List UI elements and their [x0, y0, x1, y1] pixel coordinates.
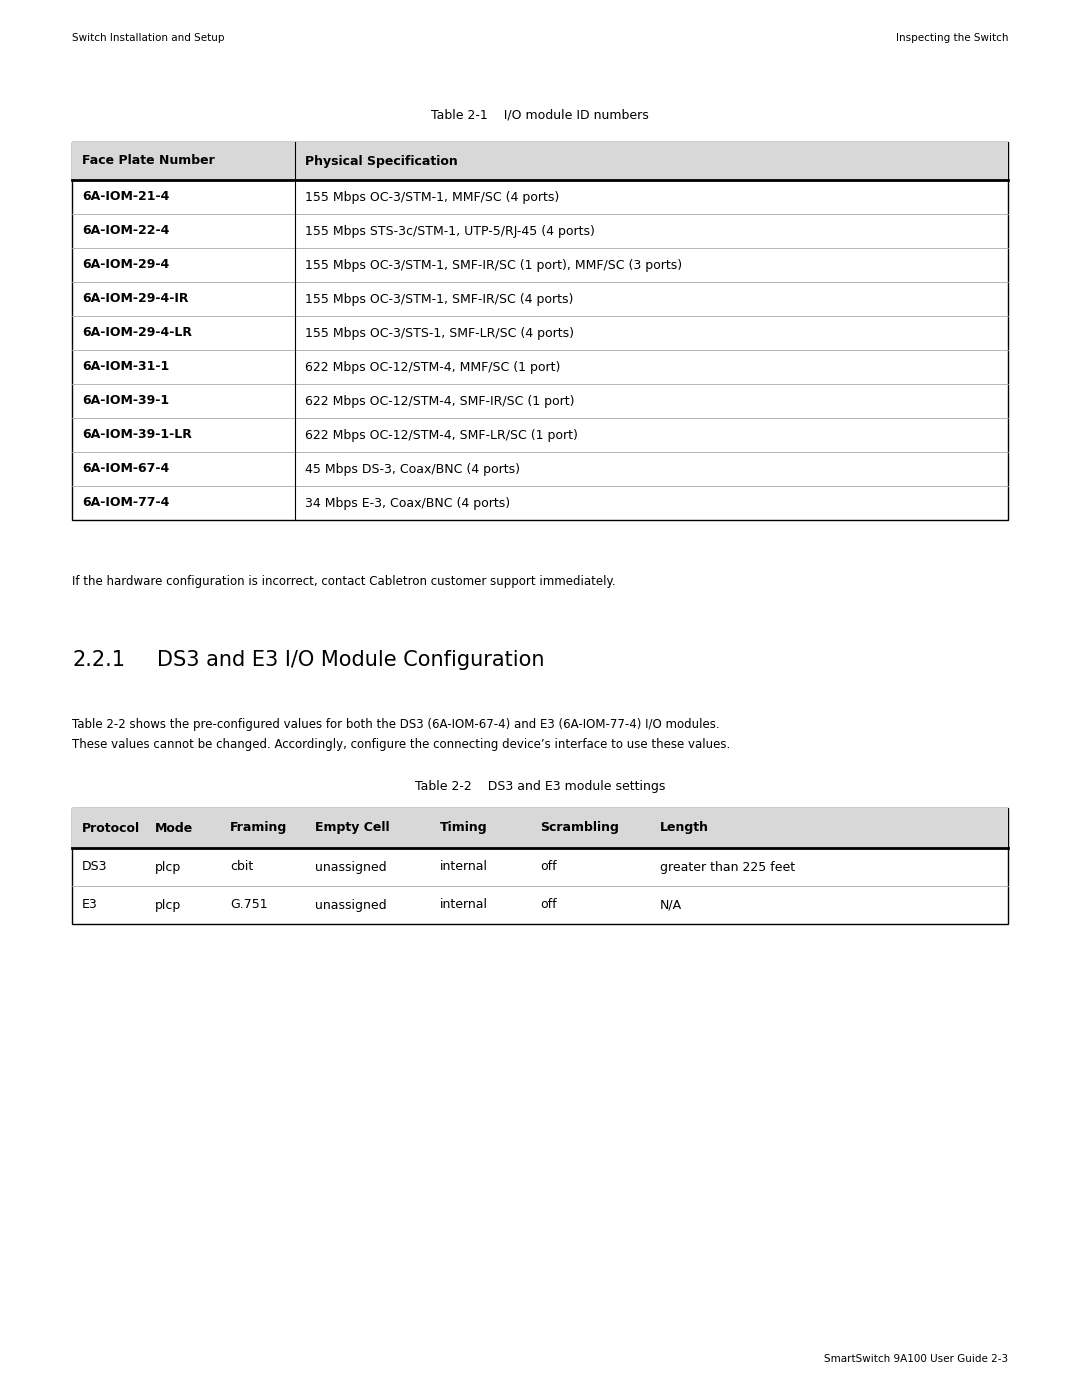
Text: 6A-IOM-29-4-LR: 6A-IOM-29-4-LR	[82, 327, 192, 339]
Text: Framing: Framing	[230, 821, 287, 834]
Text: 34 Mbps E-3, Coax/BNC (4 ports): 34 Mbps E-3, Coax/BNC (4 ports)	[305, 496, 510, 510]
Text: unassigned: unassigned	[315, 861, 387, 873]
Text: 2.2.1: 2.2.1	[72, 650, 125, 671]
Text: 45 Mbps DS-3, Coax/BNC (4 ports): 45 Mbps DS-3, Coax/BNC (4 ports)	[305, 462, 519, 475]
Text: 155 Mbps OC-3/STM-1, SMF-IR/SC (1 port), MMF/SC (3 ports): 155 Mbps OC-3/STM-1, SMF-IR/SC (1 port),…	[305, 258, 683, 271]
Text: 622 Mbps OC-12/STM-4, MMF/SC (1 port): 622 Mbps OC-12/STM-4, MMF/SC (1 port)	[305, 360, 561, 373]
Text: DS3: DS3	[82, 861, 108, 873]
Text: SmartSwitch 9A100 User Guide 2-3: SmartSwitch 9A100 User Guide 2-3	[824, 1354, 1008, 1363]
Text: cbit: cbit	[230, 861, 253, 873]
Text: Mode: Mode	[156, 821, 193, 834]
Text: plcp: plcp	[156, 861, 181, 873]
Text: 622 Mbps OC-12/STM-4, SMF-IR/SC (1 port): 622 Mbps OC-12/STM-4, SMF-IR/SC (1 port)	[305, 394, 575, 408]
Text: 155 Mbps OC-3/STM-1, MMF/SC (4 ports): 155 Mbps OC-3/STM-1, MMF/SC (4 ports)	[305, 190, 559, 204]
Text: 155 Mbps STS-3c/STM-1, UTP-5/RJ-45 (4 ports): 155 Mbps STS-3c/STM-1, UTP-5/RJ-45 (4 po…	[305, 225, 595, 237]
Text: Face Plate Number: Face Plate Number	[82, 155, 215, 168]
Text: Protocol: Protocol	[82, 821, 140, 834]
Text: These values cannot be changed. Accordingly, configure the connecting device’s i: These values cannot be changed. Accordin…	[72, 738, 730, 752]
Bar	[72, 142, 1008, 520]
Text: 6A-IOM-29-4-IR: 6A-IOM-29-4-IR	[82, 292, 189, 306]
Text: E3: E3	[82, 898, 98, 911]
Text: 6A-IOM-31-1: 6A-IOM-31-1	[82, 360, 170, 373]
Text: Inspecting the Switch: Inspecting the Switch	[895, 34, 1008, 43]
Bar	[72, 807, 1008, 848]
Text: Empty Cell: Empty Cell	[315, 821, 390, 834]
Text: 6A-IOM-21-4: 6A-IOM-21-4	[82, 190, 170, 204]
Text: 622 Mbps OC-12/STM-4, SMF-LR/SC (1 port): 622 Mbps OC-12/STM-4, SMF-LR/SC (1 port)	[305, 429, 578, 441]
Text: G.751: G.751	[230, 898, 268, 911]
Text: off: off	[540, 861, 556, 873]
Text: N/A: N/A	[660, 898, 683, 911]
Text: 155 Mbps OC-3/STS-1, SMF-LR/SC (4 ports): 155 Mbps OC-3/STS-1, SMF-LR/SC (4 ports)	[305, 327, 573, 339]
Text: Physical Specification: Physical Specification	[305, 155, 458, 168]
Text: internal: internal	[440, 898, 488, 911]
Text: If the hardware configuration is incorrect, contact Cabletron customer support i: If the hardware configuration is incorre…	[72, 576, 616, 588]
Text: off: off	[540, 898, 556, 911]
Text: 6A-IOM-29-4: 6A-IOM-29-4	[82, 258, 170, 271]
Text: 6A-IOM-67-4: 6A-IOM-67-4	[82, 462, 170, 475]
Text: 6A-IOM-77-4: 6A-IOM-77-4	[82, 496, 170, 510]
Text: 6A-IOM-22-4: 6A-IOM-22-4	[82, 225, 170, 237]
Text: 155 Mbps OC-3/STM-1, SMF-IR/SC (4 ports): 155 Mbps OC-3/STM-1, SMF-IR/SC (4 ports)	[305, 292, 573, 306]
Text: Table 2-2    DS3 and E3 module settings: Table 2-2 DS3 and E3 module settings	[415, 780, 665, 793]
Bar	[72, 142, 1008, 180]
Text: Length: Length	[660, 821, 708, 834]
Text: plcp: plcp	[156, 898, 181, 911]
Text: internal: internal	[440, 861, 488, 873]
Text: 6A-IOM-39-1-LR: 6A-IOM-39-1-LR	[82, 429, 192, 441]
Text: DS3 and E3 I/O Module Configuration: DS3 and E3 I/O Module Configuration	[157, 650, 544, 671]
Text: greater than 225 feet: greater than 225 feet	[660, 861, 795, 873]
Text: Timing: Timing	[440, 821, 488, 834]
Text: 6A-IOM-39-1: 6A-IOM-39-1	[82, 394, 170, 408]
Text: Scrambling: Scrambling	[540, 821, 619, 834]
Text: Switch Installation and Setup: Switch Installation and Setup	[72, 34, 225, 43]
Text: unassigned: unassigned	[315, 898, 387, 911]
Bar	[72, 807, 1008, 923]
Text: Table 2-1    I/O module ID numbers: Table 2-1 I/O module ID numbers	[431, 109, 649, 122]
Text: Table 2-2 shows the pre-configured values for both the DS3 (6A-IOM-67-4) and E3 : Table 2-2 shows the pre-configured value…	[72, 718, 719, 731]
